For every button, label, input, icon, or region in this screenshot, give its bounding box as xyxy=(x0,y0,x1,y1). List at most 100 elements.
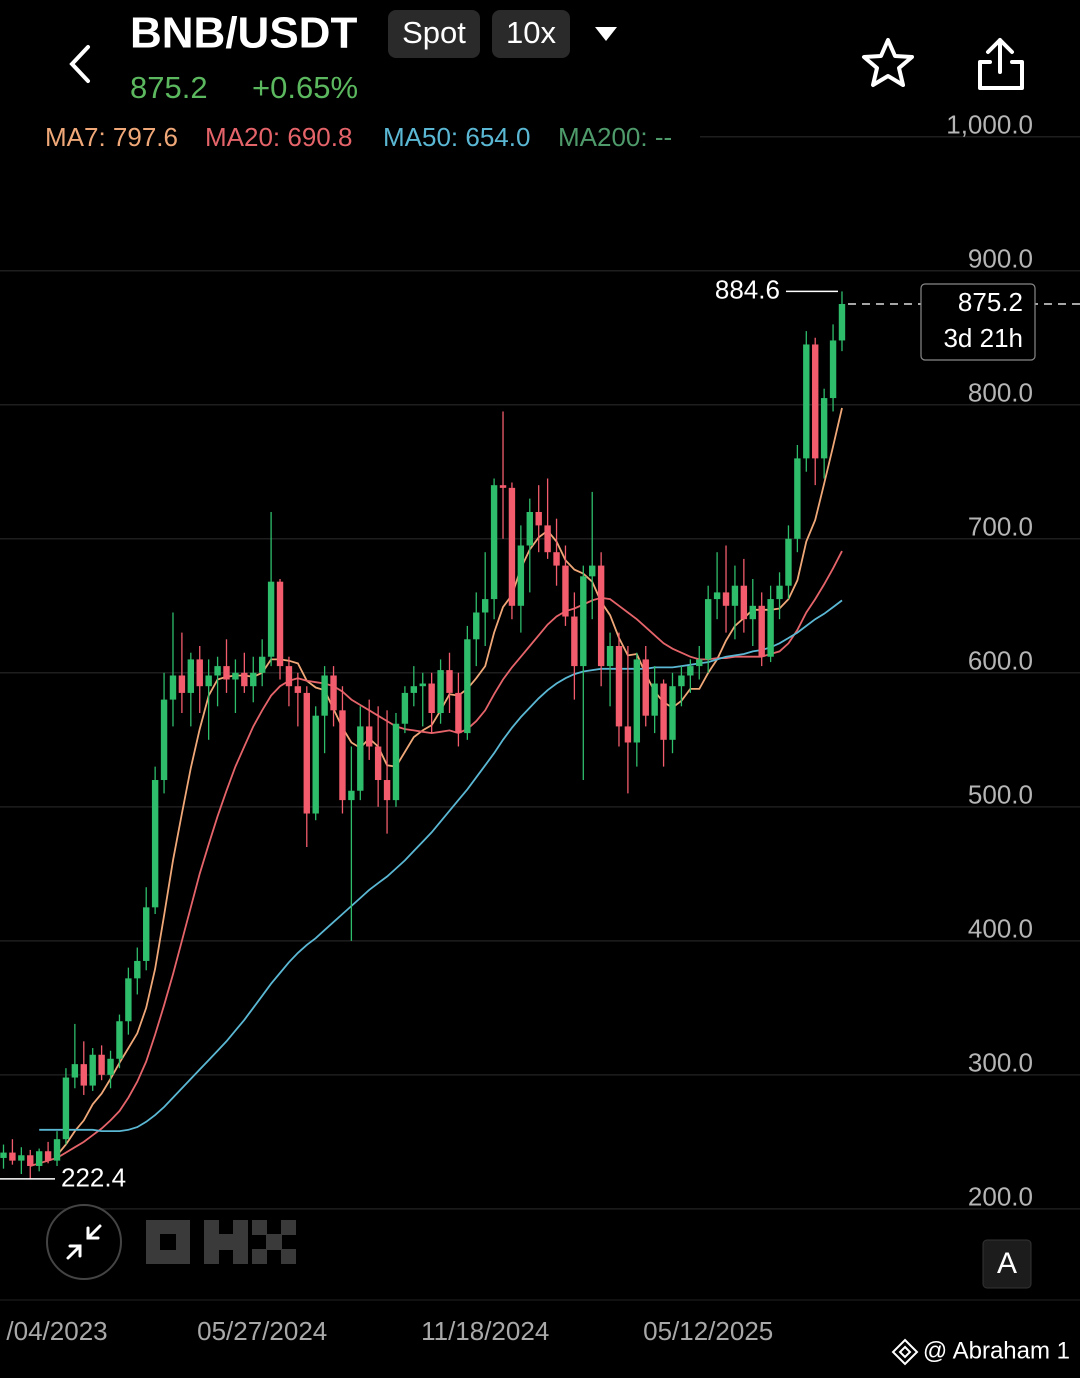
y-tick-label: 300.0 xyxy=(968,1048,1033,1078)
candle-body xyxy=(571,616,578,667)
candle-body xyxy=(473,612,480,640)
candle-body xyxy=(71,1064,79,1078)
candle-body xyxy=(615,646,623,727)
candle-body xyxy=(820,398,828,459)
candle-body xyxy=(143,907,150,961)
candle-body xyxy=(232,672,239,680)
x-tick-label: 05/12/2025 xyxy=(643,1316,773,1346)
candle-body xyxy=(517,545,525,606)
candle-body xyxy=(767,599,774,657)
candle-body xyxy=(250,672,257,687)
price-box-countdown: 3d 21h xyxy=(943,323,1023,353)
watermark: @ Abraham 1 xyxy=(923,1337,1070,1364)
legend-entry: MA50: 654.0 xyxy=(383,122,530,152)
scale-button[interactable] xyxy=(982,1239,1032,1289)
candle-body xyxy=(419,683,426,687)
legend-strip xyxy=(0,122,700,156)
header-change: +0.65% xyxy=(252,70,358,105)
candle-body xyxy=(740,585,748,620)
candle-body xyxy=(116,1021,123,1059)
candle-body xyxy=(535,511,542,526)
candle-body xyxy=(624,726,632,743)
candle-body xyxy=(499,485,507,488)
candle-body xyxy=(214,666,221,676)
candle-body xyxy=(544,525,551,553)
candle-body xyxy=(321,675,328,716)
candle-body xyxy=(151,780,159,908)
header-price: 875.2 xyxy=(130,70,208,105)
high-label: 884.6 xyxy=(715,274,780,304)
price-box-value: 875.2 xyxy=(958,287,1023,317)
leverage-label: 10x xyxy=(506,15,556,50)
candle-body xyxy=(526,511,533,546)
candle-body xyxy=(258,656,266,673)
back-button[interactable] xyxy=(69,45,90,83)
candle-body xyxy=(562,565,569,617)
share-button[interactable] xyxy=(978,38,1024,90)
candle-body xyxy=(9,1152,16,1161)
candle-body xyxy=(267,581,275,657)
market-label: Spot xyxy=(402,15,466,50)
candle-body xyxy=(285,666,293,687)
candle-body xyxy=(401,692,409,724)
candle-body xyxy=(348,790,355,801)
candle-body xyxy=(366,726,373,747)
candle-body xyxy=(838,303,846,341)
collapse-button[interactable] xyxy=(46,1204,122,1280)
okx-logo-cutouts xyxy=(160,1220,296,1264)
dropdown-arrow[interactable] xyxy=(595,27,617,41)
candle-body xyxy=(553,552,560,566)
y-tick-label: 900.0 xyxy=(968,244,1033,274)
candle-body xyxy=(392,723,400,801)
candle-body xyxy=(481,599,489,613)
candle-body xyxy=(205,675,212,687)
candle-body xyxy=(722,592,730,606)
candle-body xyxy=(89,1054,96,1086)
candle-body xyxy=(125,978,132,1022)
candle-body xyxy=(107,1058,114,1075)
candle-body xyxy=(687,666,694,676)
x-tick-label: 05/27/2024 xyxy=(197,1316,327,1346)
candle-body xyxy=(597,565,605,667)
y-tick-label: 200.0 xyxy=(968,1182,1033,1212)
scale-button-label: A xyxy=(997,1247,1017,1280)
candle-body xyxy=(160,699,168,781)
candle-body xyxy=(669,686,676,740)
candle-body xyxy=(294,686,302,693)
watermark-icon xyxy=(891,1338,919,1366)
favorite-button[interactable] xyxy=(862,38,914,87)
candle-body xyxy=(749,605,756,620)
candle-body xyxy=(803,344,810,459)
candle-body xyxy=(794,458,801,539)
plot-area: 200.0 300.0 400.0 500.0 600.0 700.0 800.0 900.0… xyxy=(0,110,1080,1346)
legend-entry: MA20: 690.8 xyxy=(205,122,352,152)
low-label: 222.4 xyxy=(61,1163,126,1193)
candle-body xyxy=(169,675,177,700)
candle-body xyxy=(633,659,641,743)
candle-body xyxy=(241,672,248,687)
x-tick-label: /04/2023 xyxy=(6,1316,107,1346)
leverage-pill[interactable] xyxy=(492,10,570,58)
candle-body xyxy=(0,1152,7,1158)
candle-body xyxy=(187,659,195,693)
legend-entry: MA200: -- xyxy=(558,122,672,152)
collapse-icon xyxy=(66,1224,102,1260)
price-box xyxy=(920,283,1036,361)
candle-body xyxy=(731,585,739,606)
candle-body xyxy=(27,1155,34,1166)
candle-body xyxy=(44,1151,52,1161)
x-tick-label: 11/18/2024 xyxy=(421,1316,549,1346)
candle-body xyxy=(508,487,516,606)
candle-body xyxy=(651,683,658,716)
candle-body xyxy=(223,666,230,680)
market-pill[interactable] xyxy=(388,10,480,58)
candle-body xyxy=(642,659,649,716)
candle-body xyxy=(446,670,453,693)
candle-body xyxy=(812,344,819,459)
candle-body xyxy=(785,538,792,586)
candle-body xyxy=(53,1139,61,1161)
candle-body xyxy=(580,576,587,667)
candle-body xyxy=(660,683,667,740)
